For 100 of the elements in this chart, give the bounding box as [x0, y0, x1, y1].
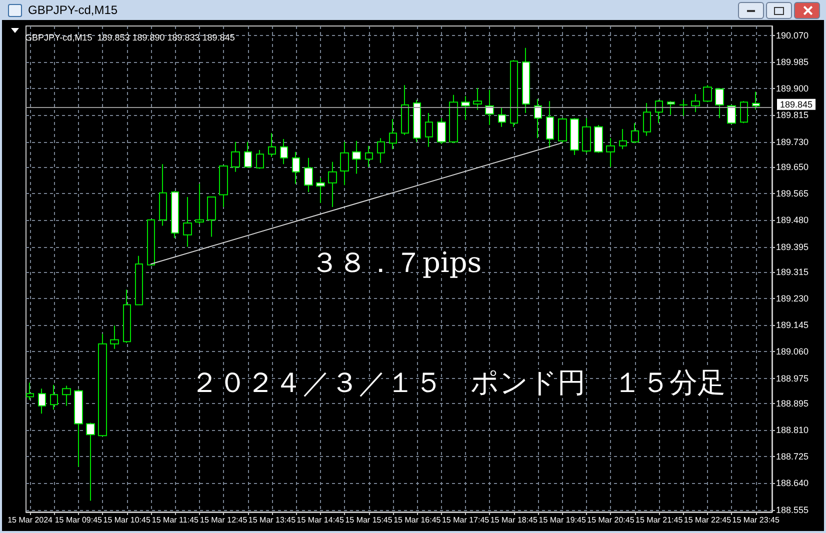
candlestick — [38, 388, 46, 414]
y-tick-label: 188.725 — [776, 452, 809, 462]
candlestick — [667, 100, 675, 116]
candlestick — [703, 84, 712, 103]
y-tick-label: 189.900 — [776, 84, 809, 94]
candlestick — [292, 151, 300, 184]
candlestick — [135, 255, 143, 306]
x-tick-label: 15 Mar 17:45 — [442, 516, 490, 524]
candlestick — [401, 84, 409, 136]
candlestick — [159, 164, 167, 226]
candlestick — [26, 382, 34, 400]
candlestick — [619, 128, 627, 150]
candlestick — [219, 165, 228, 208]
y-tick-label: 190.070 — [776, 30, 809, 40]
candlestick — [123, 289, 131, 344]
candlestick — [110, 325, 119, 350]
x-tick-label: 15 Mar 15:45 — [345, 516, 393, 524]
candlestick — [389, 118, 397, 150]
annotation: ２０２４／３／１５ ポンド円 １５分足 — [190, 366, 726, 399]
candlestick — [365, 145, 373, 168]
candlestick — [62, 385, 71, 406]
candlestick — [558, 118, 567, 144]
candlestick — [546, 100, 554, 148]
candlestick — [413, 99, 421, 142]
candlestick — [377, 138, 385, 164]
candlestick — [304, 157, 313, 192]
ref-line-label: 189.845 — [780, 99, 813, 110]
candlestick — [473, 88, 482, 110]
candlestick — [74, 389, 83, 468]
candlestick — [449, 94, 458, 144]
y-tick-label: 188.895 — [776, 398, 809, 408]
x-tick-label: 15 Mar 18:45 — [490, 516, 538, 524]
y-tick-label: 189.395 — [776, 242, 809, 252]
candlestick — [727, 104, 736, 125]
candlestick — [231, 141, 240, 172]
y-tick-label: 188.640 — [776, 478, 809, 488]
x-tick-label: 15 Mar 12:45 — [200, 516, 248, 524]
x-tick-label: 15 Mar 16:45 — [394, 516, 442, 524]
x-tick-label: 15 Mar 20:45 — [587, 516, 635, 524]
candlestick — [86, 422, 95, 502]
candlestick — [207, 196, 216, 238]
candlestick — [280, 138, 288, 165]
candlestick — [631, 122, 639, 144]
candlestick — [244, 141, 252, 168]
y-tick-label: 189.145 — [776, 320, 809, 330]
y-tick-label: 189.650 — [776, 162, 809, 172]
candlestick — [316, 177, 325, 204]
chart-title: GBPJPY-cd,M15 — [28, 3, 118, 17]
candlestick — [485, 89, 494, 126]
candlestick — [643, 102, 651, 136]
candlestick — [352, 140, 361, 174]
x-tick-label: 15 Mar 09:45 — [54, 516, 103, 524]
candlestick — [606, 138, 615, 168]
candlestick — [570, 118, 579, 156]
candlestick — [461, 96, 470, 120]
x-tick-label: 15 Mar 23:45 — [732, 516, 780, 524]
candlestick — [98, 333, 107, 438]
y-tick-label: 189.565 — [776, 188, 809, 199]
candlestick — [268, 132, 276, 158]
x-tick-label: 15 Mar 19:45 — [538, 516, 586, 524]
y-tick-label: 189.480 — [776, 215, 809, 226]
x-tick-label: 15 Mar 11:45 — [152, 516, 200, 524]
x-tick-label: 15 Mar 22:45 — [684, 516, 732, 524]
candlestick — [498, 108, 506, 128]
candlestick — [594, 124, 603, 154]
y-tick-label: 189.815 — [776, 110, 809, 120]
y-tick-label: 188.555 — [776, 504, 809, 515]
candlestick — [679, 99, 688, 116]
candlestick — [147, 219, 155, 266]
y-tick-label: 188.975 — [776, 373, 809, 384]
candlestick — [50, 384, 58, 410]
candlestick — [655, 99, 663, 124]
candlestick — [328, 161, 337, 208]
candlestick — [582, 118, 591, 154]
x-tick-label: 15 Mar 21:45 — [636, 516, 684, 524]
y-tick-label: 189.060 — [776, 346, 809, 357]
y-tick-label: 189.985 — [776, 57, 809, 68]
y-tick-label: 189.230 — [776, 293, 809, 304]
candlestick — [715, 88, 724, 119]
x-tick-label: 15 Mar 13:45 — [248, 516, 296, 524]
candlestick — [195, 183, 204, 224]
candlestick — [740, 100, 748, 124]
candlestick — [183, 196, 192, 248]
candlestick — [752, 91, 760, 110]
candlestick — [340, 141, 349, 186]
candlestick — [691, 93, 700, 113]
candlestick — [437, 118, 446, 145]
y-tick-label: 189.315 — [776, 266, 809, 277]
candlestick — [510, 60, 518, 128]
candlestick — [171, 190, 179, 238]
x-tick-label: 15 Mar 14:45 — [296, 516, 344, 524]
annotation: ３８．７pips — [310, 246, 482, 279]
candlestick — [522, 47, 530, 114]
candlestick — [256, 150, 264, 170]
x-tick-label: 15 Mar 10:45 — [103, 516, 151, 524]
y-tick-label: 188.810 — [776, 424, 809, 435]
x-tick-label: 15 Mar 2024 — [8, 516, 54, 524]
candlestick — [425, 112, 433, 148]
candlestick — [534, 98, 542, 139]
y-tick-label: 189.730 — [776, 136, 809, 147]
